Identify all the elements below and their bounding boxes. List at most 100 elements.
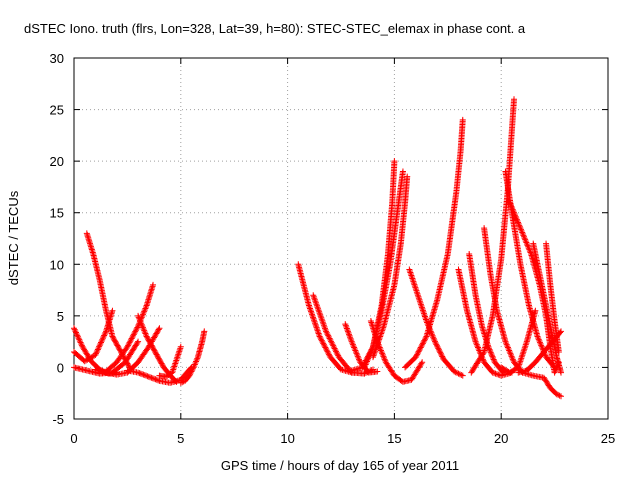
data-point <box>409 275 416 282</box>
data-point <box>412 284 419 291</box>
data-point <box>489 369 496 376</box>
data-point <box>454 369 461 376</box>
data-point <box>139 323 146 330</box>
data-point <box>346 332 353 339</box>
data-point <box>152 350 159 357</box>
plot-frame <box>73 57 609 420</box>
y-tick-label: 20 <box>50 154 64 169</box>
data-point <box>476 347 483 354</box>
data-point <box>514 218 521 225</box>
data-point <box>323 328 330 335</box>
data-point <box>371 351 378 358</box>
data-arc-16 <box>370 173 411 361</box>
data-point <box>374 340 381 347</box>
y-tick-label: 10 <box>50 257 64 272</box>
data-point <box>324 331 331 338</box>
data-point <box>407 269 414 276</box>
data-point <box>327 336 334 343</box>
data-point <box>412 354 419 361</box>
data-point <box>305 302 312 309</box>
data-point <box>121 355 128 362</box>
data-point <box>325 334 332 341</box>
data-point <box>176 346 183 353</box>
data-point <box>171 363 178 370</box>
data-point <box>515 219 522 226</box>
data-point <box>512 212 519 219</box>
data-point <box>376 344 383 351</box>
y-axis-label: dSTEC / TECUs <box>6 190 21 285</box>
data-point <box>419 305 426 312</box>
data-point <box>516 222 523 229</box>
data-point <box>459 372 466 379</box>
data-point <box>157 359 164 366</box>
data-point <box>155 354 162 361</box>
data-point <box>113 341 120 348</box>
data-point <box>310 314 317 321</box>
x-tick-label: 5 <box>177 431 184 446</box>
data-point <box>352 347 359 354</box>
data-point <box>509 356 516 363</box>
data-point <box>362 362 369 369</box>
data-point <box>404 173 411 180</box>
data-point <box>92 350 99 357</box>
data-arc-19 <box>402 116 466 371</box>
data-point <box>490 355 497 362</box>
data-point <box>507 351 514 358</box>
y-tick-label: 5 <box>57 309 64 324</box>
data-point <box>410 280 417 287</box>
data-point <box>324 348 331 355</box>
data-point <box>522 341 529 348</box>
data-point <box>145 373 152 380</box>
data-point <box>141 306 148 313</box>
data-point <box>177 379 184 386</box>
data-point <box>191 362 198 369</box>
data-point <box>433 342 440 349</box>
data-point <box>378 330 385 337</box>
y-tick-label: 0 <box>57 360 64 375</box>
data-point <box>99 335 106 342</box>
data-point <box>372 348 379 355</box>
data-point <box>417 344 424 351</box>
data-point <box>523 239 530 246</box>
data-point <box>134 339 141 346</box>
data-arc-18 <box>406 266 466 379</box>
data-point <box>148 342 155 349</box>
data-point <box>342 321 349 328</box>
data-point <box>71 326 78 333</box>
data-point <box>435 345 442 352</box>
data-point <box>429 332 436 339</box>
data-point <box>370 352 377 359</box>
data-point <box>155 355 162 362</box>
data-point <box>417 345 424 352</box>
data-point <box>139 324 146 331</box>
data-point <box>135 369 142 376</box>
data-point <box>458 371 465 378</box>
data-point <box>519 352 526 359</box>
data-point <box>412 286 419 293</box>
data-point <box>76 338 83 345</box>
data-point <box>538 342 545 349</box>
data-point <box>406 267 413 274</box>
data-point <box>323 347 330 354</box>
data-point <box>174 352 181 359</box>
data-point <box>517 225 524 232</box>
data-point <box>380 324 387 331</box>
data-point <box>419 341 426 348</box>
data-point <box>518 228 525 235</box>
data-point <box>415 295 422 302</box>
data-point <box>158 360 165 367</box>
data-point <box>493 371 500 378</box>
data-point <box>109 307 116 314</box>
data-point <box>141 308 148 315</box>
data-point <box>420 308 427 315</box>
data-point <box>136 315 143 322</box>
data-point <box>364 357 371 364</box>
data-point <box>137 370 144 377</box>
data-point <box>487 349 494 356</box>
data-point <box>110 334 117 341</box>
data-point <box>116 346 123 353</box>
data-point <box>334 351 341 358</box>
data-point <box>326 335 333 342</box>
data-points <box>71 96 565 400</box>
data-point <box>325 349 332 356</box>
